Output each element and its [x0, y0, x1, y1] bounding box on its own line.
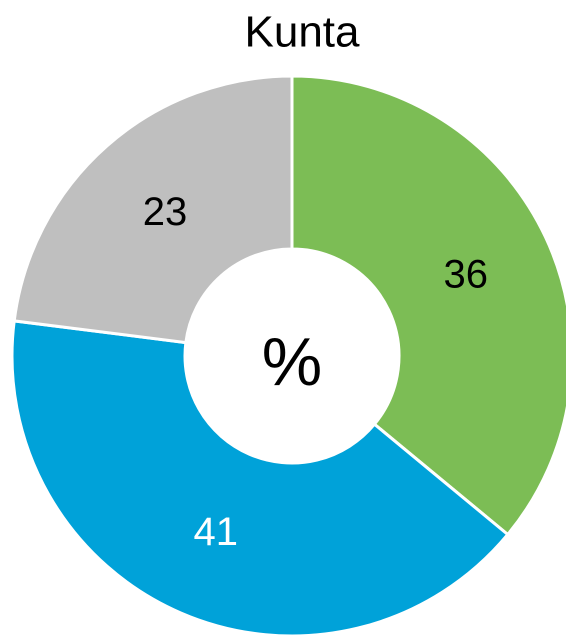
slice: [10, 319, 510, 636]
slice: [12, 74, 294, 345]
slice: [290, 74, 566, 537]
chart-title: Kunta: [245, 8, 361, 57]
data-label: 41: [193, 510, 238, 554]
data-label: 36: [443, 252, 488, 296]
center-label: %: [262, 324, 322, 400]
slices: [10, 74, 566, 636]
data-label: 23: [143, 190, 188, 234]
